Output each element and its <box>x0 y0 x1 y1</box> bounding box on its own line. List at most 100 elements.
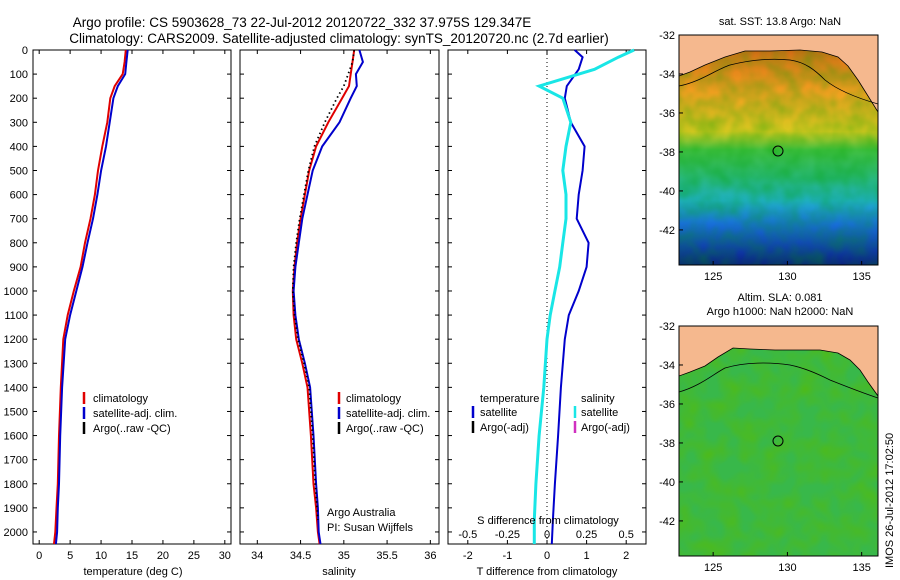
depth-tick-label: 1800 <box>4 479 28 491</box>
coast-contour <box>679 362 878 399</box>
map-x-tick-label: 130 <box>778 271 796 283</box>
depth-tick-label: 1500 <box>4 406 28 418</box>
depth-tick-label: 400 <box>10 141 28 153</box>
legend-label-temp-satellite: satellite <box>480 407 517 419</box>
x-tick-label: 2 <box>623 550 629 562</box>
series-line-2 <box>292 49 364 545</box>
salinity-xlabel: salinity <box>322 566 356 578</box>
credit-line-2: PI: Susan Wijffels <box>327 522 413 534</box>
difference-panel-frame <box>447 49 647 545</box>
x-tick-label: 36 <box>424 550 436 562</box>
map-x-tick-label: 125 <box>704 562 722 574</box>
top-x-tick-label: 0 <box>544 529 550 541</box>
depth-tick-label: 2000 <box>4 527 28 539</box>
depth-tick-label: 300 <box>10 117 28 129</box>
float-position-marker <box>772 145 784 157</box>
x-tick-label: 34 <box>251 550 263 562</box>
front-contour <box>679 58 878 105</box>
salinity-panel: 34 34.5 35 35.5 36 <box>251 49 436 562</box>
map-y-tick-label: -36 <box>659 399 675 411</box>
series-line-1 <box>550 49 590 545</box>
legend-label-sal-satellite: satellite <box>581 407 618 419</box>
x-tick-label: 5 <box>67 550 73 562</box>
temperature-legend: climatology satellite-adj. clim. Argo(..… <box>82 392 177 435</box>
depth-tick-label: 1600 <box>4 431 28 443</box>
legend-header-temperature: temperature <box>480 393 539 405</box>
sla-map-title-line-1: Altim. SLA: 0.081 <box>738 292 823 304</box>
difference-top-xlabel: S difference from climatology <box>477 515 619 527</box>
land-mask <box>679 35 878 113</box>
depth-tick-label: 1100 <box>4 310 28 322</box>
sla-map: Altim. SLA: 0.081 Argo h1000: NaN h2000:… <box>659 292 879 574</box>
map-y-tick-label: -40 <box>659 186 675 198</box>
sst-map: sat. SST: 13.8 Argo: NaN 125 130 135 -32 -34… <box>659 16 879 283</box>
series-line-1 <box>53 49 127 545</box>
x-tick-label: -1 <box>503 550 513 562</box>
depth-tick-label: 600 <box>10 190 28 202</box>
x-tick-label: 30 <box>219 550 231 562</box>
depth-tick-label: 1400 <box>4 382 28 394</box>
map-y-tick-label: -34 <box>659 360 675 372</box>
map-y-tick-label: -42 <box>659 516 675 528</box>
temperature-xlabel: temperature (deg C) <box>83 566 182 578</box>
map-x-tick-label: 130 <box>778 562 796 574</box>
legend-header-salinity: salinity <box>581 393 615 405</box>
depth-tick-label: 0 <box>22 45 28 57</box>
legend-label-argo: Argo(..raw -QC) <box>93 423 171 435</box>
x-tick-label: 0 <box>544 550 550 562</box>
map-y-tick-label: -34 <box>659 69 675 81</box>
imos-timestamp-label: IMOS 26-Jul-2012 17:02:50 <box>884 433 896 568</box>
x-tick-label: -2 <box>463 550 473 562</box>
x-tick-label: 20 <box>157 550 169 562</box>
credit-line-1: Argo Australia <box>327 507 396 519</box>
map-x-tick-label: 125 <box>704 271 722 283</box>
difference-panel: -2 -1 0 1 2 -0.5 -0.25 0 0.25 0.5 <box>458 48 635 562</box>
sst-map-title: sat. SST: 13.8 Argo: NaN <box>719 16 841 28</box>
legend-label-climatology: climatology <box>346 393 402 405</box>
depth-axis: 0 100 200 300 400 500 600 700 800 900 1000 1100 1200… <box>4 45 646 539</box>
depth-tick-label: 1900 <box>4 503 28 515</box>
land-mask <box>679 326 878 397</box>
legend-label-climatology: climatology <box>93 393 149 405</box>
x-tick-label: 35.5 <box>376 550 397 562</box>
depth-tick-label: 500 <box>10 165 28 177</box>
x-tick-label: 1 <box>584 550 590 562</box>
x-tick-label: 25 <box>188 550 200 562</box>
map-x-tick-label: 135 <box>852 271 870 283</box>
depth-tick-label: 1300 <box>4 358 28 370</box>
salinity-legend: climatology satellite-adj. clim. Argo(..… <box>337 392 430 435</box>
sla-map-title-line-2: Argo h1000: NaN h2000: NaN <box>707 306 854 318</box>
map-y-tick-label: -32 <box>659 30 675 42</box>
map-y-tick-label: -42 <box>659 225 675 237</box>
depth-tick-label: 100 <box>10 69 28 81</box>
top-x-tick-label: 0.5 <box>619 529 634 541</box>
legend-label-temp-argo: Argo(-adj) <box>480 422 529 434</box>
depth-tick-label: 900 <box>10 262 28 274</box>
sst-map-texture <box>679 35 878 265</box>
x-tick-label: 35 <box>338 550 350 562</box>
sla-map-texture <box>679 326 878 556</box>
top-x-tick-label: 0.25 <box>576 529 597 541</box>
x-tick-label: 15 <box>126 550 138 562</box>
x-tick-label: 10 <box>95 550 107 562</box>
depth-tick-label: 1700 <box>4 455 28 467</box>
depth-tick-label: 1200 <box>4 334 28 346</box>
depth-tick-label: 200 <box>10 93 28 105</box>
map-y-tick-label: -32 <box>659 321 675 333</box>
legend-label-sal-argo: Argo(-adj) <box>581 422 630 434</box>
map-y-tick-label: -38 <box>659 438 675 450</box>
temperature-panel: 0 5 10 15 20 25 30 <box>36 49 231 562</box>
series-line-2 <box>532 48 635 544</box>
map-y-tick-label: -36 <box>659 108 675 120</box>
depth-tick-label: 1000 <box>4 286 28 298</box>
x-tick-label: 0 <box>36 550 42 562</box>
legend-label-satellite: satellite-adj. clim. <box>93 408 177 420</box>
series-line-1 <box>291 49 356 545</box>
map-y-tick-label: -38 <box>659 147 675 159</box>
x-tick-label: 34.5 <box>290 550 311 562</box>
figure-title-line-1: Argo profile: CS 5903628_73 22-Jul-2012 … <box>73 15 532 30</box>
legend-label-argo: Argo(..raw -QC) <box>346 423 424 435</box>
figure-title-line-2: Climatology: CARS2009. Satellite-adjuste… <box>69 31 609 46</box>
top-x-tick-label: -0.25 <box>495 529 520 541</box>
